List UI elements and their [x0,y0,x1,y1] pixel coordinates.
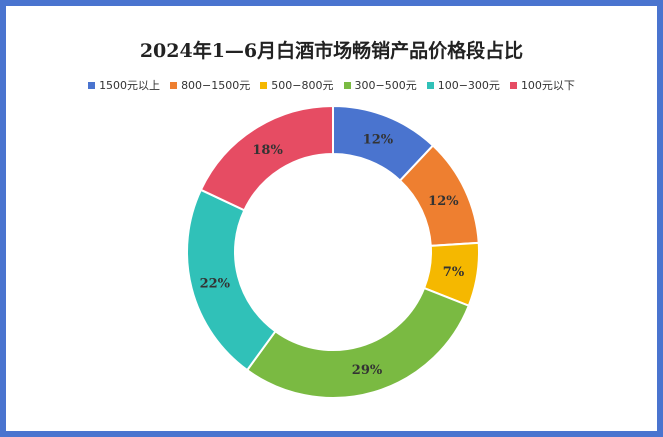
legend-item-0: 1500元以上 [88,77,160,93]
slice-label-3: 29% [352,363,383,378]
chart-legend: 1500元以上 800−1500元 500−800元 300−500元 100−300元… [6,77,657,93]
slice-label-2: 7% [443,265,465,280]
slice-label-4: 22% [200,276,231,291]
legend-item-2: 500−800元 [260,77,334,93]
slice-label-1: 12% [428,194,459,209]
slice-5 [199,104,334,212]
legend-item-4: 100−300元 [426,77,500,93]
legend-label-3: 300−500元 [354,79,417,92]
legend-label-4: 100−300元 [437,79,500,92]
slice-label-0: 12% [363,133,394,148]
slice-3 [245,286,471,399]
legend-label-5: 100元以下 [520,79,575,92]
legend-swatch-1 [170,81,178,89]
slice-label-5: 18% [252,143,283,158]
legend-swatch-0 [88,81,96,89]
legend-swatch-3 [343,81,351,89]
legend-item-1: 800−1500元 [170,77,250,93]
legend-swatch-4 [426,81,434,89]
legend-item-3: 300−500元 [343,77,417,93]
legend-swatch-2 [260,81,268,89]
legend-item-5: 100元以下 [509,77,575,93]
legend-label-1: 800−1500元 [181,79,251,92]
chart-title: 2024年1—6月白酒市场畅销产品价格段占比 [139,40,524,62]
legend-label-2: 500−800元 [271,79,334,92]
legend-swatch-5 [509,81,517,89]
legend-label-0: 1500元以上 [99,79,161,92]
